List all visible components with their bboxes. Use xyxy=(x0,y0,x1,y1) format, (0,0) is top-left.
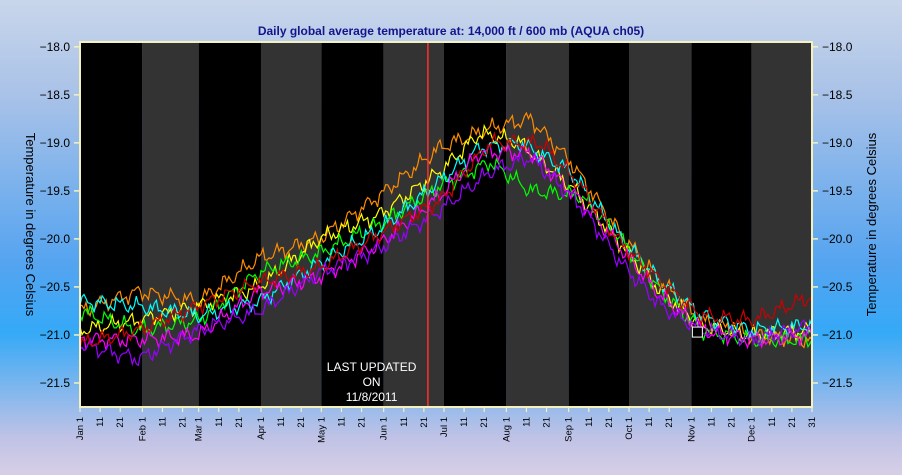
x-tick-label: 21 xyxy=(479,417,490,428)
x-tick-label: 21 xyxy=(234,417,245,428)
y-tick-label-left: −20.5 xyxy=(40,280,71,294)
y-tick-label-right: −20.0 xyxy=(822,232,853,246)
y-axis-right: −18.0 −18.5 −19.0 −19.5 −20.0 −20.5 −21.0 −21.5 xyxy=(812,40,853,390)
plot-frame xyxy=(79,41,813,408)
month-bands xyxy=(80,42,812,407)
last-updated-line-1: LAST UPDATED xyxy=(327,360,417,374)
x-tick-label: 21 xyxy=(296,417,307,428)
x-tick-label: 21 xyxy=(542,417,553,428)
x-tick-label: Jun 1 xyxy=(379,417,390,440)
x-tick-label: 21 xyxy=(727,417,738,428)
series-line-1 xyxy=(79,111,813,349)
series-line-4 xyxy=(79,137,813,340)
x-tick-label: 11 xyxy=(95,417,106,427)
series-line-7 xyxy=(79,131,813,350)
x-tick-label: 31 xyxy=(807,417,818,428)
x-tick-label: 21 xyxy=(419,417,430,428)
y-tick-label-left: −21.0 xyxy=(40,328,71,342)
x-tick-label: 21 xyxy=(115,417,126,428)
x-tick-label: 11 xyxy=(644,417,655,427)
x-tick-label: Nov 1 xyxy=(686,417,697,442)
month-band-jul xyxy=(443,42,507,407)
month-band-jan xyxy=(80,42,143,407)
y-tick-label-left: −21.5 xyxy=(40,376,71,390)
y-tick-label-right: −19.0 xyxy=(822,136,853,150)
x-tick-label: Mar 1 xyxy=(194,417,205,441)
y-tick-label-right: −18.5 xyxy=(822,88,853,102)
last-updated-note: LAST UPDATED ON 11/8/2011 xyxy=(327,360,417,404)
y-axis-left: −18.0 −18.5 −19.0 −19.5 −20.0 −20.5 −21.0 −21.5 xyxy=(40,40,80,390)
y-tick-label-left: −18.5 xyxy=(40,88,71,102)
x-tick-label: Feb 1 xyxy=(137,417,148,441)
x-tick-label: 11 xyxy=(157,417,168,427)
x-axis: Jan 1 11 21 Feb 1 11 21 Mar 1 11 21 Apr 1 11 21 May … xyxy=(75,407,818,443)
y-axis-label-left: Temperature in degrees Celsius xyxy=(23,133,38,317)
x-tick-label: Jan 1 xyxy=(75,417,86,440)
y-tick-label-right: −19.5 xyxy=(822,184,853,198)
x-tick-label: 21 xyxy=(604,417,615,428)
x-tick-label: Dec 1 xyxy=(747,417,758,442)
series-layer xyxy=(79,111,813,367)
x-tick-label: May 1 xyxy=(316,417,327,443)
x-tick-label: 11 xyxy=(214,417,225,427)
x-tick-label: Jul 1 xyxy=(439,417,450,437)
x-tick-label: 11 xyxy=(767,417,778,427)
series-line-6 xyxy=(79,151,813,367)
x-tick-label: 21 xyxy=(787,417,798,428)
last-updated-line-3: 11/8/2011 xyxy=(346,390,398,404)
y-tick-label-right: −21.5 xyxy=(822,376,853,390)
x-tick-label: 21 xyxy=(664,417,675,428)
y-tick-label-left: −19.5 xyxy=(40,184,71,198)
month-band-nov xyxy=(691,42,752,407)
chart-title: Daily global average temperature at: 14,… xyxy=(258,24,644,38)
x-tick-label: 11 xyxy=(459,417,470,427)
month-band-apr xyxy=(260,42,322,407)
y-axis-label-right: Temperature in degrees Celsius xyxy=(864,132,879,316)
x-tick-label: Sep 1 xyxy=(564,417,575,442)
x-tick-label: Aug 1 xyxy=(501,417,512,442)
y-tick-label-right: −21.0 xyxy=(822,328,853,342)
markers-layer xyxy=(427,42,703,407)
y-tick-label-left: −20.0 xyxy=(40,232,71,246)
y-tick-label-right: −20.5 xyxy=(822,280,853,294)
latest-value-box xyxy=(691,326,703,338)
x-tick-label: 11 xyxy=(336,417,347,427)
month-band-may xyxy=(321,42,384,407)
x-tick-label: 11 xyxy=(521,417,532,427)
month-band-oct xyxy=(629,42,692,407)
month-band-mar xyxy=(198,42,261,407)
x-tick-label: 11 xyxy=(584,417,595,427)
month-band-aug xyxy=(506,42,569,407)
month-band-dec xyxy=(751,42,812,407)
x-tick-label: 11 xyxy=(399,417,410,427)
y-tick-label-left: −18.0 xyxy=(40,40,71,54)
y-tick-label-left: −19.0 xyxy=(40,136,71,150)
x-tick-label: 21 xyxy=(357,417,368,428)
month-band-feb xyxy=(142,42,199,407)
x-tick-label: 11 xyxy=(706,417,717,427)
x-tick-label: Apr 1 xyxy=(256,417,267,440)
last-updated-line-2: ON xyxy=(363,375,381,389)
x-tick-label: Oct 1 xyxy=(624,417,635,440)
y-tick-label-right: −18.0 xyxy=(822,40,853,54)
x-tick-label: 11 xyxy=(276,417,287,427)
x-tick-label: 21 xyxy=(178,417,189,428)
